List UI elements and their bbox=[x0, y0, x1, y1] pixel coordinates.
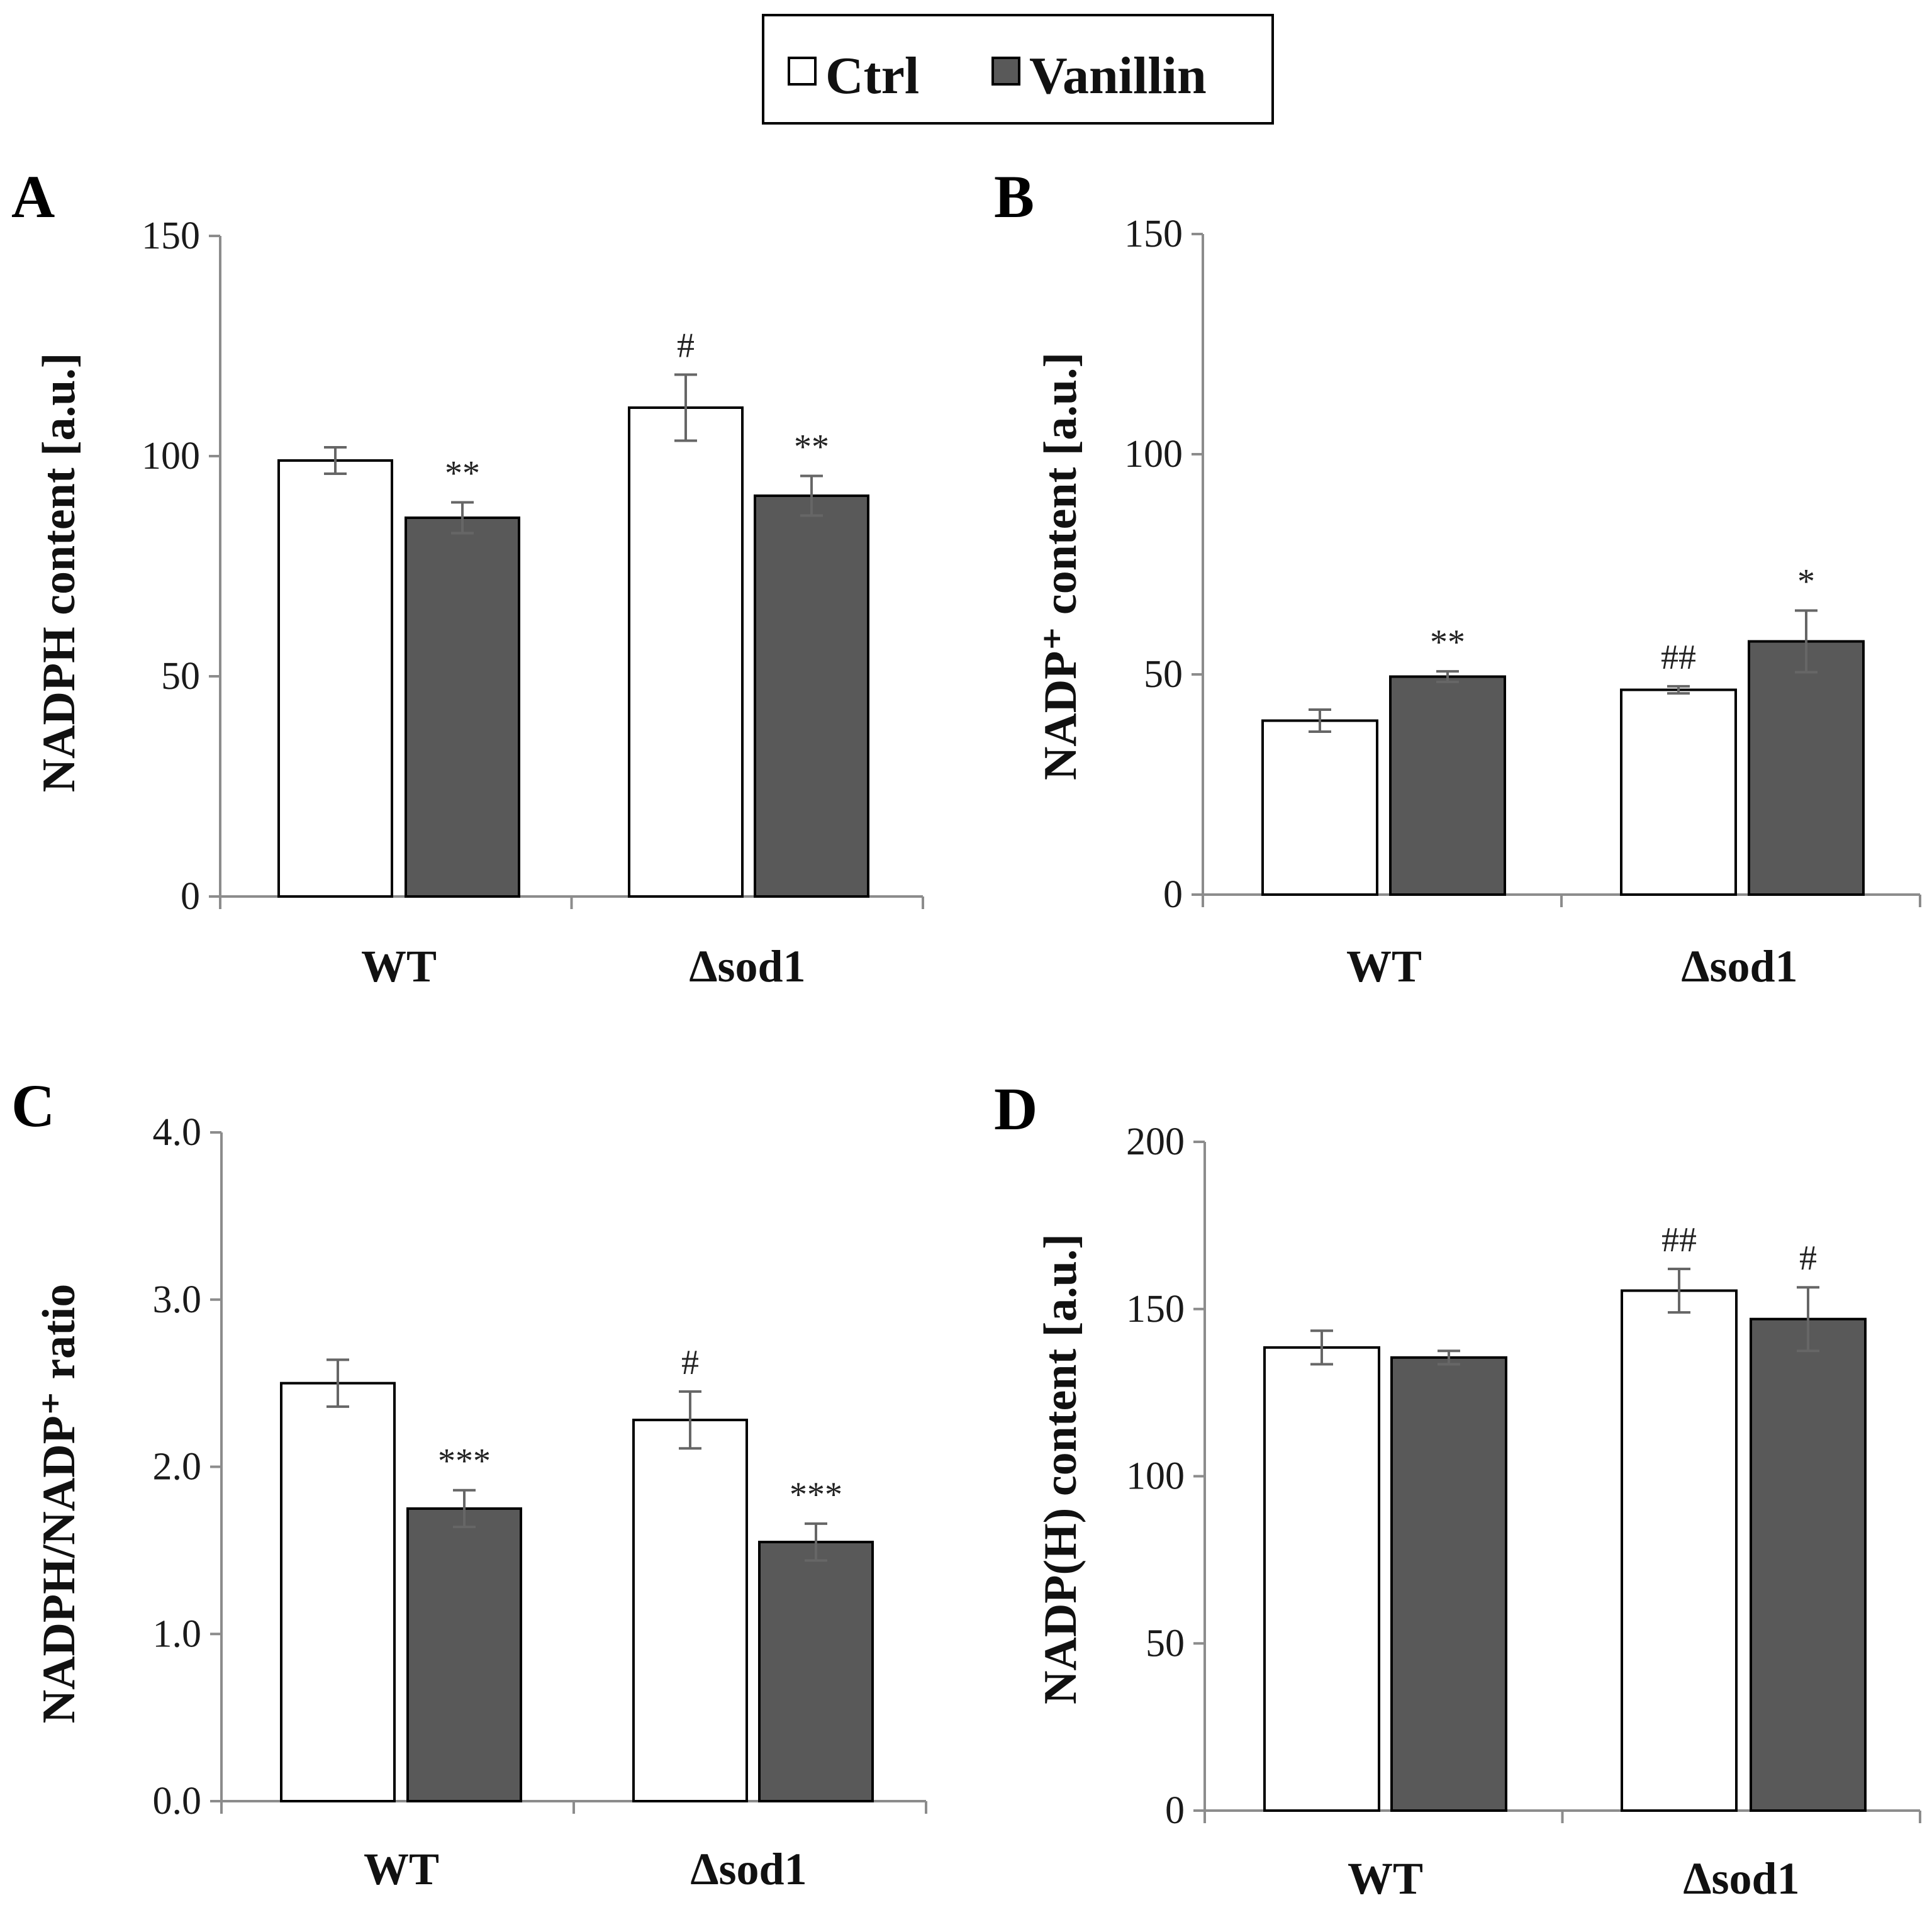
significance-label: ** bbox=[794, 428, 829, 467]
significance-label: ## bbox=[1661, 1220, 1697, 1259]
panel-a: A NADPH content [a.u.] 0 50 100 150 # ** ** WT Δ… bbox=[11, 163, 924, 991]
bar-vanillin-wt bbox=[406, 1507, 522, 1802]
significance-label: * bbox=[1797, 562, 1815, 601]
y-tick-label: 0 bbox=[1163, 873, 1183, 916]
bar-vanillin-sod1 bbox=[758, 1541, 874, 1802]
x-category-label: Δsod1 bbox=[689, 941, 805, 991]
x-category-label: WT bbox=[1346, 941, 1422, 991]
bar-ctrl-sod1 bbox=[628, 406, 744, 898]
panel-label-d: D bbox=[994, 1075, 1037, 1142]
y-tick-label: 100 bbox=[1124, 433, 1183, 476]
bar-ctrl-sod1 bbox=[632, 1419, 748, 1803]
y-tick-label: 0.0 bbox=[153, 1780, 202, 1823]
bar-vanillin-sod1 bbox=[754, 494, 869, 898]
bar-ctrl-wt bbox=[277, 459, 393, 898]
y-tick-label: 3.0 bbox=[153, 1278, 202, 1321]
panel-label-b: B bbox=[994, 163, 1034, 230]
y-axis-label-a: NADPH content [a.u.] bbox=[33, 353, 85, 793]
plot-a: 0 50 100 150 # ** ** WT Δsod1 bbox=[142, 215, 924, 991]
legend-ctrl-label: Ctrl bbox=[825, 47, 919, 105]
y-tick-label: 1.0 bbox=[153, 1612, 202, 1655]
y-tick-label: 4.0 bbox=[153, 1111, 202, 1154]
bar-vanillin-sod1 bbox=[1748, 640, 1865, 896]
bar-ctrl-wt bbox=[1261, 719, 1378, 896]
significance-label: # bbox=[1799, 1239, 1817, 1278]
bar-ctrl-sod1 bbox=[1620, 688, 1737, 896]
bar-vanillin-sod1 bbox=[1750, 1317, 1867, 1812]
y-tick-label: 50 bbox=[1144, 653, 1183, 696]
bar-vanillin-wt bbox=[1389, 675, 1506, 896]
y-tick-label: 50 bbox=[1146, 1622, 1185, 1665]
plot-c: 0.0 1.0 2.0 3.0 4.0 # *** *** WT Δsod1 bbox=[153, 1111, 927, 1894]
bar-ctrl-wt bbox=[280, 1382, 396, 1802]
y-tick-label: 0 bbox=[1165, 1789, 1185, 1832]
legend-vanillin-label: Vanillin bbox=[1029, 47, 1207, 105]
x-category-label: WT bbox=[361, 941, 437, 991]
y-axis-label-c: NADPH/NADP⁺ ratio bbox=[33, 1284, 85, 1724]
y-axis-label-b: NADP⁺ content [a.u.] bbox=[1035, 352, 1086, 780]
bar-vanillin-wt bbox=[1390, 1356, 1507, 1812]
x-category-label: Δsod1 bbox=[1681, 941, 1797, 991]
y-tick-label: 200 bbox=[1126, 1120, 1185, 1163]
bar-vanillin-wt bbox=[405, 517, 520, 898]
y-tick-label: 150 bbox=[1126, 1288, 1185, 1331]
significance-label: # bbox=[677, 327, 695, 366]
y-tick-label: 2.0 bbox=[153, 1446, 202, 1488]
x-category-label: Δsod1 bbox=[1683, 1853, 1799, 1904]
panel-label-a: A bbox=[11, 163, 55, 230]
significance-label: ** bbox=[445, 454, 480, 493]
significance-label: *** bbox=[438, 1442, 491, 1481]
x-category-label: WT bbox=[364, 1844, 439, 1894]
y-tick-label: 150 bbox=[142, 215, 200, 257]
y-tick-label: 100 bbox=[142, 435, 200, 477]
significance-label: *** bbox=[790, 1475, 842, 1514]
x-category-label: Δsod1 bbox=[690, 1844, 807, 1894]
y-tick-label: 50 bbox=[161, 655, 200, 698]
x-category-label: WT bbox=[1348, 1853, 1423, 1904]
legend: Ctrl Vanillin bbox=[762, 14, 1274, 125]
legend-ctrl-swatch bbox=[788, 57, 817, 86]
significance-label: ## bbox=[1661, 638, 1696, 677]
legend-vanillin-swatch bbox=[991, 57, 1020, 86]
significance-label: # bbox=[681, 1343, 699, 1382]
significance-label: ** bbox=[1430, 623, 1465, 662]
y-tick-label: 0 bbox=[181, 875, 200, 918]
bar-ctrl-sod1 bbox=[1621, 1289, 1738, 1812]
panel-c: C NADPH/NADP⁺ ratio 0.0 1.0 2.0 3.0 4.0 # *** *… bbox=[11, 1072, 927, 1894]
bar-ctrl-wt bbox=[1263, 1346, 1380, 1812]
y-axis-label-d: NADP(H) content [a.u.] bbox=[1035, 1234, 1086, 1704]
y-tick-label: 100 bbox=[1126, 1455, 1185, 1498]
panel-label-c: C bbox=[11, 1072, 55, 1139]
y-tick-label: 150 bbox=[1124, 213, 1183, 255]
